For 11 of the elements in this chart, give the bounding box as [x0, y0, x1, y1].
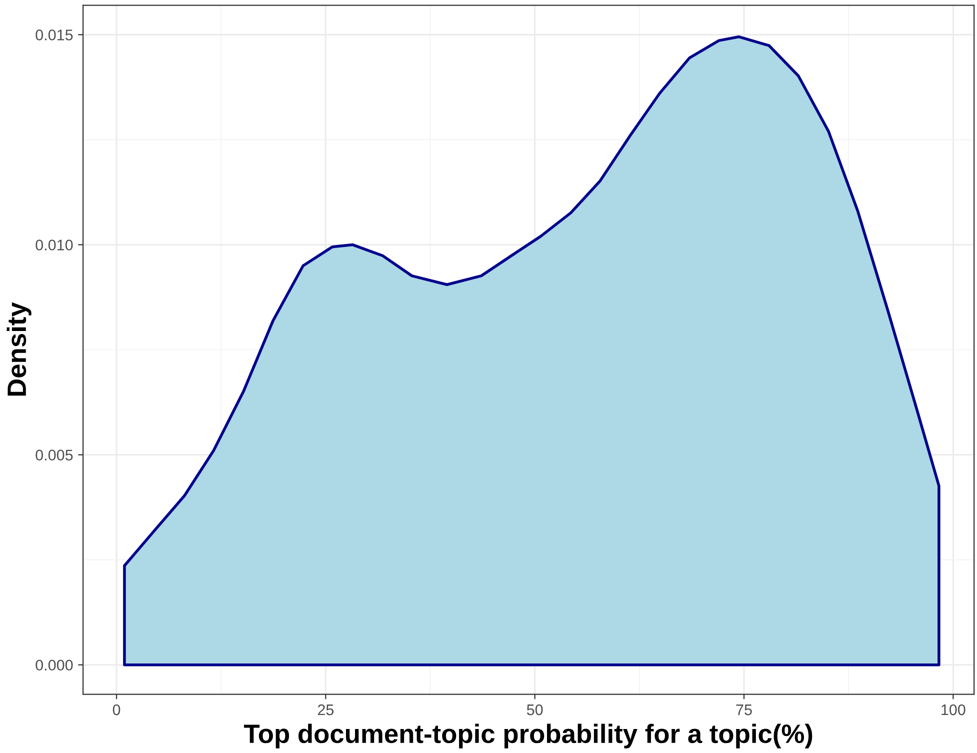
x-tick-label: 50 [526, 704, 543, 716]
x-tick-label: 75 [736, 704, 752, 716]
y-tick-label: 0.005 [36, 450, 73, 460]
y-tick-label: 0.015 [36, 30, 73, 40]
x-tick-label: 100 [942, 704, 966, 716]
y-tick-label: 0.000 [36, 660, 73, 671]
x-tick-label: 25 [318, 704, 334, 716]
x-tick-label: 0 [112, 704, 120, 716]
x-axis-title: Top document-topic probability for a topic(%) [244, 724, 812, 748]
y-axis-title: Density [6, 302, 32, 396]
y-tick-label: 0.010 [36, 240, 73, 250]
